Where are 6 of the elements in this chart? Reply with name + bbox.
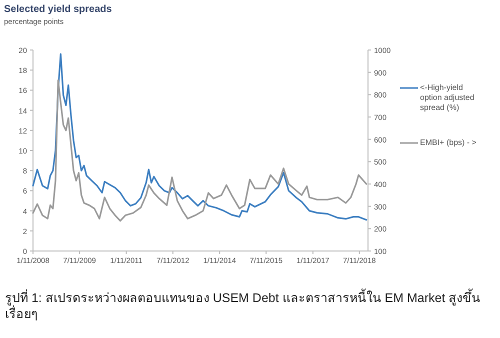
chart-title: Selected yield spreads (4, 4, 112, 15)
legend-label: EMBI+ (bps) - > (420, 138, 478, 148)
line-series (32, 79, 368, 222)
legend-label: <-High-yield option adjusted spread (%) (420, 83, 476, 113)
text: รูปที่ 1: สเปรดระหว่างผลตอบแทนของ USEM Debt และตราสารหนี้ใน EM Market สูงขึ้นเรื่อยๆ (5, 290, 482, 322)
line-series (32, 53, 368, 221)
